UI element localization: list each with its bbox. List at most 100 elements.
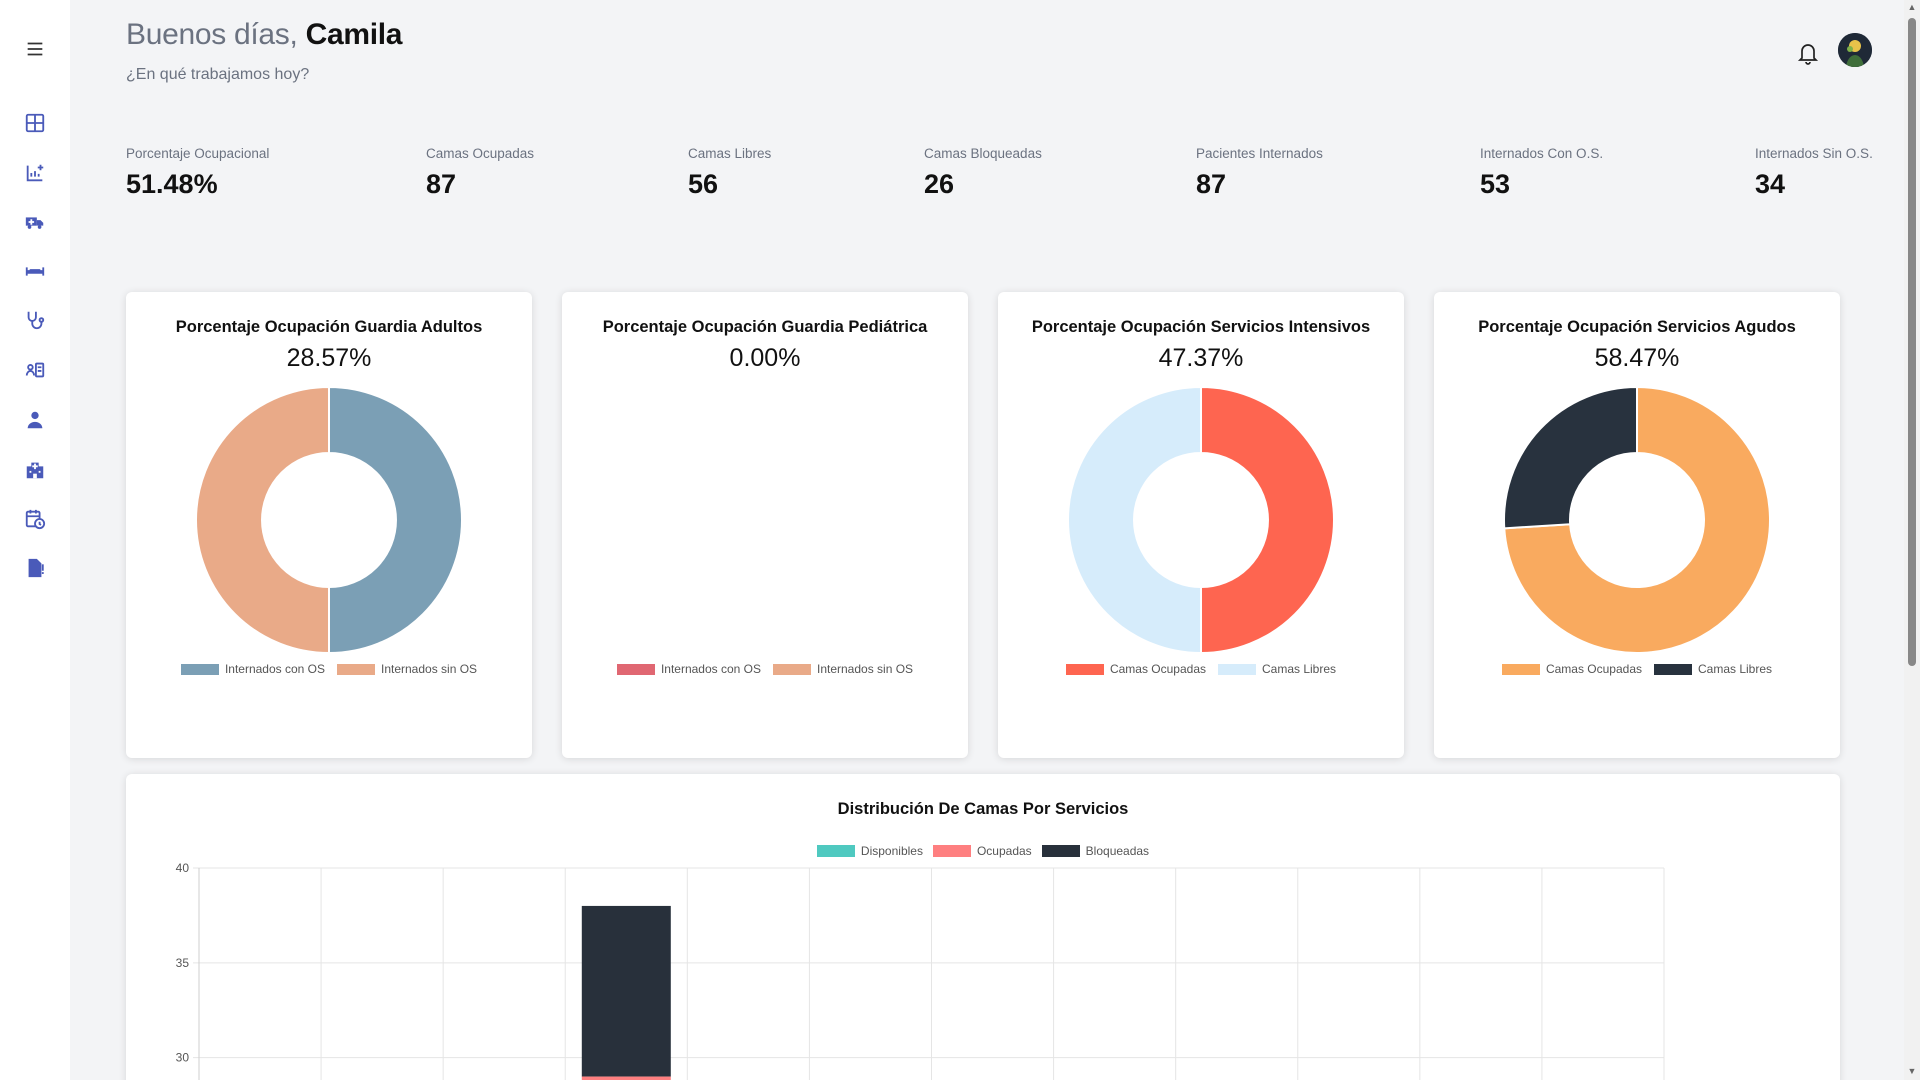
stat-label: Camas Bloqueadas [924, 146, 1042, 161]
donut-slice[interactable] [1067, 385, 1202, 655]
scroll-down-arrow-icon[interactable]: ▼ [1907, 1066, 1917, 1076]
legend-swatch [616, 663, 655, 675]
card-title: Porcentaje Ocupación Guardia Pediátrica [602, 318, 928, 336]
doctor-icon[interactable] [20, 405, 50, 435]
donut-chart[interactable] [194, 385, 464, 655]
legend-item[interactable]: Bloqueadas [1041, 844, 1150, 858]
hospital-icon[interactable] [20, 455, 50, 485]
legend-swatch [1041, 845, 1080, 857]
legend-item[interactable]: Internados sin OS [773, 662, 913, 676]
stat-value: 87 [1196, 169, 1227, 199]
legend-swatch [1501, 663, 1540, 675]
donut-slice[interactable] [195, 385, 330, 655]
document-alert-icon[interactable] [20, 553, 50, 583]
stat-label: Internados Con O.S. [1480, 146, 1604, 161]
legend-item[interactable]: Disponibles [816, 844, 923, 858]
donut-chart[interactable] [630, 385, 900, 655]
card-guardia-adultos: Porcentaje Ocupación Guardia Adultos 28.… [126, 292, 532, 758]
greeting: Buenos días, Camila [126, 18, 402, 52]
menu-icon[interactable] [20, 34, 50, 64]
y-tick-label: 35 [176, 956, 190, 970]
chart-legend: Internados con OS Internados sin OS [126, 662, 532, 676]
donut-slice[interactable] [328, 385, 463, 655]
donut-slice[interactable] [1503, 385, 1638, 530]
bed-icon[interactable] [20, 256, 50, 286]
legend-swatch [1218, 663, 1256, 675]
stat-internados-sin-os: Internados Sin O.S. 34 [1755, 146, 1873, 200]
legend-label: Camas Libres [1262, 662, 1337, 676]
stat-value: 56 [688, 169, 719, 199]
stat-value: 26 [924, 169, 955, 199]
id-card-icon[interactable] [20, 355, 50, 385]
stat-camas-bloqueadas: Camas Bloqueadas 26 [924, 146, 1042, 200]
legend-item[interactable]: Camas Libres [1218, 662, 1336, 676]
stat-value: 51.48% [126, 169, 218, 199]
stat-label: Camas Libres [688, 146, 772, 161]
scroll-up-arrow-icon[interactable]: ▲ [1907, 2, 1917, 12]
legend-swatch [816, 845, 855, 857]
legend-label: Bloqueadas [1085, 844, 1150, 858]
card-servicios-intensivos: Porcentaje Ocupación Servicios Intensivo… [998, 292, 1404, 758]
page-subtitle: ¿En qué trabajamos hoy? [126, 66, 310, 83]
stat-camas-ocupadas: Camas Ocupadas 87 [426, 146, 534, 200]
stat-value: 87 [426, 169, 457, 199]
donut-slice[interactable] [1200, 385, 1335, 655]
stat-internados-con-os: Internados Con O.S. 53 [1480, 146, 1603, 200]
legend-swatch [773, 663, 811, 675]
calendar-clock-icon[interactable] [20, 504, 50, 534]
legend-label: Internados con OS [224, 662, 325, 676]
stat-camas-libres: Camas Libres 56 [688, 146, 771, 200]
stat-label: Porcentaje Ocupacional [126, 146, 270, 161]
legend-item[interactable]: Internados con OS [616, 662, 761, 676]
card-percent: 58.47% [1594, 344, 1680, 372]
card-guardia-pediatrica: Porcentaje Ocupación Guardia Pediátrica … [562, 292, 968, 758]
stacked-bar-chart[interactable]: 40 35 30 [126, 774, 1840, 1080]
legend-swatch [1065, 663, 1104, 675]
legend-label: Ocupadas [976, 844, 1032, 858]
chart-add-icon[interactable] [20, 158, 50, 188]
legend-label: Camas Libres [1698, 662, 1773, 676]
stat-porcentaje-ocupacional: Porcentaje Ocupacional 51.48% [126, 146, 269, 200]
legend-item[interactable]: Camas Libres [1654, 662, 1772, 676]
sidebar [0, 0, 70, 1080]
card-title: Porcentaje Ocupación Guardia Adultos [175, 318, 483, 336]
legend-item[interactable]: Camas Ocupadas [1501, 662, 1642, 676]
card-percent: 47.37% [1158, 344, 1244, 372]
legend-swatch [1654, 663, 1692, 675]
dashboard-grid-icon[interactable] [20, 108, 50, 138]
card-title: Porcentaje Ocupación Servicios Agudos [1478, 318, 1796, 336]
legend-swatch [932, 845, 971, 857]
bar-chart-legend: Disponibles Ocupadas Bloqueadas [126, 844, 1840, 858]
greeting-text: Buenos días, [126, 18, 298, 51]
legend-swatch [337, 663, 375, 675]
legend-label: Camas Ocupadas [1109, 662, 1206, 676]
bar-bloqueadas[interactable] [581, 905, 671, 1077]
bell-icon[interactable] [1796, 40, 1820, 66]
legend-item[interactable]: Internados con OS [180, 662, 325, 676]
chart-legend: Internados con OS Internados sin OS [562, 662, 968, 676]
avatar[interactable] [1838, 33, 1872, 67]
legend-item[interactable]: Ocupadas [932, 844, 1032, 858]
stethoscope-icon[interactable] [20, 305, 50, 335]
legend-label: Internados sin OS [817, 662, 914, 676]
y-tick-label: 40 [176, 861, 190, 875]
scroll-thumb[interactable] [1908, 18, 1916, 666]
donut-slice[interactable] [1503, 385, 1771, 654]
legend-label: Internados sin OS [381, 662, 478, 676]
ambulance-icon[interactable] [20, 207, 50, 237]
legend-item[interactable]: Internados sin OS [337, 662, 477, 676]
stat-value: 34 [1755, 169, 1786, 199]
legend-label: Internados con OS [660, 662, 761, 676]
bar-chart-title: Distribución De Camas Por Servicios [837, 800, 1129, 818]
stat-label: Pacientes Internados [1196, 146, 1323, 161]
bar-chart-card: Distribución De Camas Por Servicios Disp… [126, 774, 1840, 1080]
legend-item[interactable]: Camas Ocupadas [1065, 662, 1206, 676]
page-scrollbar[interactable]: ▲ ▼ [1904, 0, 1920, 1080]
user-name: Camila [305, 18, 403, 51]
card-percent: 0.00% [729, 344, 801, 372]
card-title: Porcentaje Ocupación Servicios Intensivo… [1031, 318, 1371, 336]
bar-ocupadas[interactable] [581, 1076, 671, 1080]
donut-chart[interactable] [1066, 385, 1336, 655]
donut-chart[interactable] [1502, 385, 1772, 655]
stat-label: Internados Sin O.S. [1755, 146, 1873, 161]
